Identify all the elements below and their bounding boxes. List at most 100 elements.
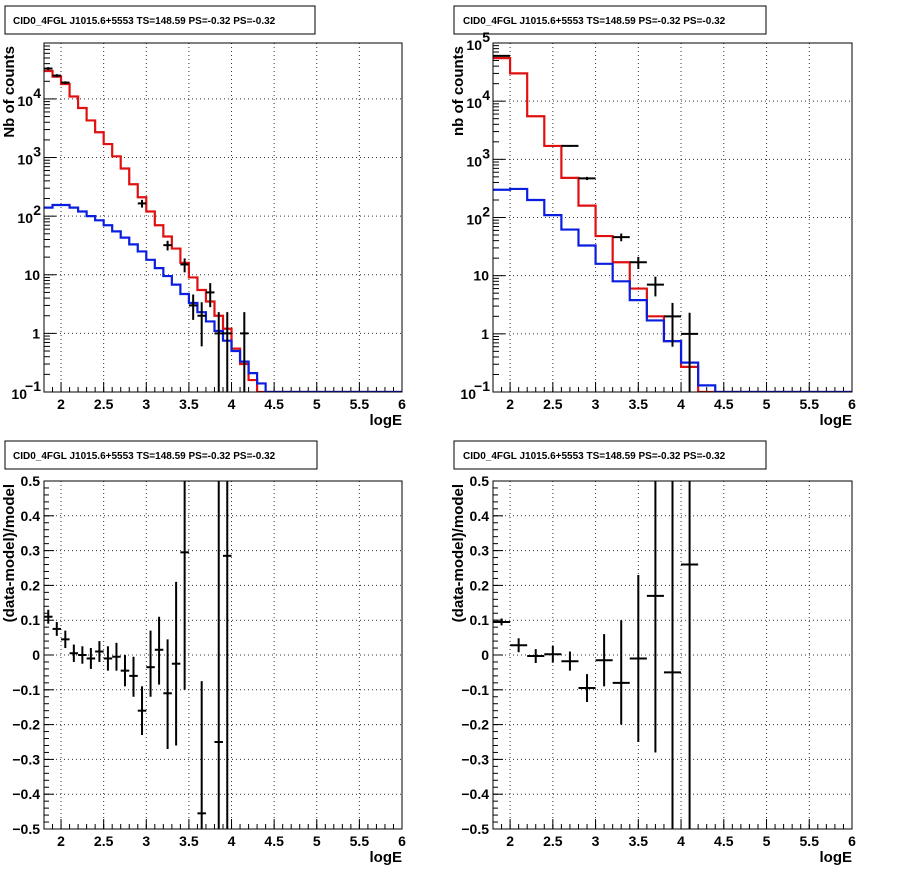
x-axis-label: logE bbox=[370, 849, 403, 866]
x-tick-label: 2 bbox=[506, 833, 514, 849]
y-tick-label: −0.4 bbox=[461, 786, 489, 802]
data-layer bbox=[44, 67, 402, 392]
x-tick-label: 4.5 bbox=[714, 396, 734, 412]
plot-frame bbox=[43, 480, 403, 830]
x-tick-label: 3 bbox=[142, 396, 150, 412]
x-tick-label: 6 bbox=[848, 833, 856, 849]
y-tick-label: −0.3 bbox=[12, 751, 40, 767]
y-tick-exponent: 5 bbox=[482, 29, 490, 45]
y-tick-label: −0.1 bbox=[12, 682, 40, 698]
y-tick-label: 0.4 bbox=[21, 508, 41, 524]
y-tick-label: 10 bbox=[17, 210, 33, 226]
x-tick-label: 6 bbox=[398, 833, 406, 849]
y-tick-label: −0.5 bbox=[461, 821, 489, 837]
x-tick-label: 4 bbox=[228, 396, 236, 412]
y-tick-label: −0.2 bbox=[461, 717, 489, 733]
source-model-histogram bbox=[44, 203, 402, 392]
x-axis-label: logE bbox=[820, 412, 853, 429]
x-tick-label: 5 bbox=[763, 833, 771, 849]
y-tick-label: 0.1 bbox=[21, 612, 41, 628]
y-tick-label: 1 bbox=[481, 326, 489, 342]
x-tick-label: 3.5 bbox=[179, 396, 199, 412]
y-tick-label: 10 bbox=[24, 267, 40, 283]
x-tick-label: 6 bbox=[398, 396, 406, 412]
x-tick-label: 4.5 bbox=[714, 833, 734, 849]
y-tick-label: 1 bbox=[32, 325, 40, 341]
x-tick-label: 4.5 bbox=[264, 833, 284, 849]
x-tick-label: 6 bbox=[848, 396, 856, 412]
y-tick-label: 0.2 bbox=[21, 577, 41, 593]
x-tick-label: 3 bbox=[592, 833, 600, 849]
y-tick-label: −0.3 bbox=[461, 751, 489, 767]
x-tick-label: 5.5 bbox=[350, 396, 370, 412]
x-tick-label: 2.5 bbox=[543, 833, 563, 849]
x-tick-label: 5 bbox=[763, 396, 771, 412]
x-tick-label: 5.5 bbox=[800, 833, 820, 849]
y-tick-label: 10 bbox=[11, 386, 27, 402]
y-axis-label: (data-model)/model bbox=[450, 484, 467, 622]
y-tick-label: 0 bbox=[481, 647, 489, 663]
y-tick-exponent: 3 bbox=[33, 144, 41, 160]
y-tick-label: 0.5 bbox=[21, 473, 41, 489]
y-tick-label: 10 bbox=[466, 95, 482, 111]
source-model-histogram bbox=[493, 187, 852, 392]
panel-title: CID0_4FGL J1015.6+5553 TS=148.59 PS=-0.3… bbox=[463, 16, 726, 27]
panel-residuals-fine: CID0_4FGL J1015.6+5553 TS=148.59 PS=-0.3… bbox=[1, 440, 406, 866]
total-model-histogram bbox=[44, 69, 402, 392]
y-tick-exponent: 2 bbox=[482, 204, 490, 220]
panel-title: CID0_4FGL J1015.6+5553 TS=148.59 PS=-0.3… bbox=[13, 16, 276, 27]
y-tick-label: 10 bbox=[17, 93, 33, 109]
x-tick-label: 4 bbox=[677, 396, 685, 412]
x-tick-label: 2 bbox=[57, 833, 65, 849]
x-tick-label: 5.5 bbox=[800, 396, 820, 412]
x-tick-label: 4 bbox=[677, 833, 685, 849]
x-tick-label: 5 bbox=[313, 396, 321, 412]
data-layer bbox=[493, 54, 852, 392]
y-tick-exponent: −1 bbox=[474, 378, 490, 394]
y-tick-exponent: 4 bbox=[482, 87, 490, 103]
x-tick-label: 3 bbox=[592, 396, 600, 412]
panel-counts-coarse: CID0_4FGL J1015.6+5553 TS=148.59 PS=-0.3… bbox=[450, 5, 856, 429]
y-tick-exponent: −1 bbox=[25, 378, 41, 394]
y-tick-label: −0.4 bbox=[12, 786, 40, 802]
y-tick-label: −0.2 bbox=[12, 717, 40, 733]
data-layer bbox=[44, 481, 232, 829]
panel-counts-fine: CID0_4FGL J1015.6+5553 TS=148.59 PS=-0.3… bbox=[1, 5, 406, 429]
x-tick-label: 4.5 bbox=[264, 396, 284, 412]
y-tick-exponent: 3 bbox=[482, 145, 490, 161]
x-tick-label: 5 bbox=[313, 833, 321, 849]
y-tick-label: 10 bbox=[473, 268, 489, 284]
x-tick-label: 2 bbox=[506, 396, 514, 412]
title-box bbox=[453, 440, 767, 470]
data-layer bbox=[493, 481, 699, 829]
y-tick-exponent: 4 bbox=[33, 85, 41, 101]
y-axis-label: Nb of counts bbox=[1, 46, 18, 138]
y-tick-label: 10 bbox=[466, 37, 482, 53]
total-model-histogram bbox=[493, 57, 852, 392]
y-tick-exponent: 2 bbox=[33, 202, 41, 218]
plot-frame bbox=[492, 42, 853, 393]
x-tick-label: 5.5 bbox=[350, 833, 370, 849]
x-tick-label: 3.5 bbox=[179, 833, 199, 849]
x-tick-label: 2.5 bbox=[94, 833, 114, 849]
x-axis-label: logE bbox=[820, 849, 853, 866]
y-axis-label: nb of counts bbox=[450, 46, 467, 136]
y-tick-label: 0 bbox=[32, 647, 40, 663]
plot-frame bbox=[492, 480, 853, 830]
x-tick-label: 2 bbox=[57, 396, 65, 412]
title-box bbox=[4, 440, 318, 470]
y-tick-label: 10 bbox=[466, 153, 482, 169]
y-tick-label: 10 bbox=[460, 386, 476, 402]
y-axis-label: (data-model)/model bbox=[1, 484, 18, 622]
y-tick-label: 0.1 bbox=[470, 612, 490, 628]
panel-title: CID0_4FGL J1015.6+5553 TS=148.59 PS=-0.3… bbox=[13, 451, 276, 462]
y-tick-label: 0.3 bbox=[21, 543, 41, 559]
x-tick-label: 4 bbox=[228, 833, 236, 849]
y-tick-label: 0.4 bbox=[470, 508, 490, 524]
title-box bbox=[4, 5, 316, 35]
x-tick-label: 2.5 bbox=[94, 396, 114, 412]
